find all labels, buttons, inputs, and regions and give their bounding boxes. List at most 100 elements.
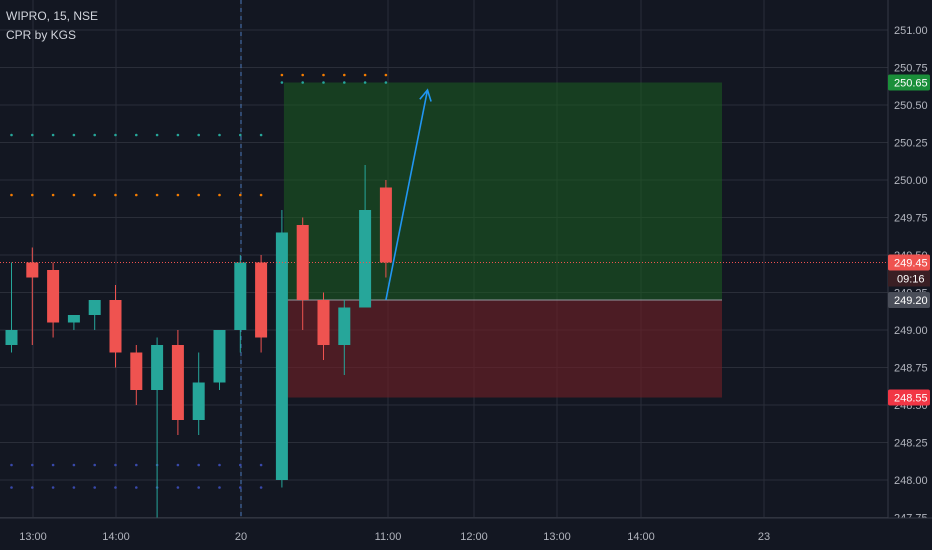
cpr-dot (280, 73, 284, 77)
price-tick-label: 248.75 (894, 363, 928, 375)
candle-body (47, 270, 60, 323)
cpr-dot (51, 193, 55, 197)
cpr-dot (301, 73, 305, 77)
cpr-levels (10, 73, 388, 489)
price-label-bg (888, 389, 930, 406)
trend-arrow-head (419, 88, 432, 102)
candle (109, 285, 122, 368)
cpr-dot (259, 193, 263, 197)
price-tick-label: 248.25 (894, 438, 928, 450)
price-tick-label: 250.00 (894, 175, 928, 187)
candle-body (130, 352, 143, 390)
cpr-dot (135, 133, 138, 137)
candle (379, 180, 392, 278)
cpr-dot (10, 193, 13, 197)
cpr-dot (51, 486, 55, 489)
cpr-dot (239, 133, 242, 137)
price-label-tag: 250.65 (888, 74, 930, 91)
candle-body (213, 330, 226, 383)
cpr-dot (197, 193, 200, 197)
cpr-dot (176, 193, 180, 197)
countdown-text: 09:16 (897, 274, 925, 286)
candle (255, 255, 268, 353)
cpr-dot (155, 193, 159, 197)
cpr-dot (10, 463, 13, 467)
time-axis[interactable]: 13:00 14:00 20 11:00 12:00 13:00 14:00 23 (0, 517, 932, 550)
candle-body (151, 345, 164, 390)
cpr-dot (31, 133, 34, 137)
cpr-dot (218, 133, 221, 137)
time-tick-label: 14:00 (102, 531, 130, 543)
price-tick-label: 251.00 (894, 25, 928, 37)
price-label-tag: 249.45 (888, 254, 930, 271)
price-tick-label: 250.75 (894, 63, 928, 75)
countdown-bg (888, 270, 930, 287)
cpr-dot (343, 81, 346, 84)
time-tick-label: 11:00 (375, 531, 402, 543)
time-tick-label: 20 (235, 531, 247, 543)
candle (213, 330, 226, 390)
cpr-dot (218, 486, 221, 489)
cpr-dot (176, 486, 180, 489)
cpr-dot (93, 193, 96, 197)
cpr-dot (135, 486, 138, 489)
candle (67, 315, 80, 330)
position-zones (283, 82, 722, 398)
cpr-dot (72, 133, 76, 137)
cpr-dot (259, 133, 263, 137)
candle (88, 300, 101, 330)
price-label-text: 249.20 (894, 295, 928, 307)
price-label-text: 250.65 (894, 78, 928, 90)
cpr-dot (93, 486, 96, 489)
candle-body (317, 300, 330, 345)
time-tick-label: 14:00 (627, 531, 655, 543)
cpr-dot (176, 133, 180, 137)
candle-body (26, 262, 39, 278)
cpr-dot (239, 486, 242, 489)
cpr-dot (197, 133, 200, 137)
cpr-dot (301, 81, 305, 84)
price-tick-label: 249.75 (894, 213, 928, 225)
cpr-dot (218, 193, 221, 197)
candle (338, 300, 351, 375)
cpr-dot (259, 486, 263, 489)
candle (234, 255, 247, 353)
time-tick-label: 23 (758, 531, 770, 543)
candle (317, 292, 330, 360)
cpr-dot (51, 463, 55, 467)
candle-body (109, 300, 122, 353)
cpr-dot (259, 463, 263, 467)
cpr-dot (176, 463, 180, 467)
cpr-dot (93, 463, 96, 467)
cpr-dot (72, 193, 76, 197)
candles (5, 165, 392, 518)
cpr-dot (197, 486, 200, 489)
candle (192, 352, 205, 435)
cpr-dot (135, 193, 138, 197)
price-label-text: 248.55 (894, 393, 928, 405)
candle (151, 337, 164, 518)
symbol-title: WIPRO, 15, NSE (6, 9, 99, 23)
candle-body (255, 262, 268, 338)
candle-body (234, 262, 247, 330)
time-tick-label: 13:00 (19, 531, 47, 543)
cpr-dot (114, 133, 117, 137)
price-label-text: 249.45 (894, 258, 928, 270)
target-zone (283, 82, 722, 300)
indicator-title[interactable]: CPR by KGS (6, 28, 77, 42)
cpr-dot (72, 463, 76, 467)
cpr-dot (31, 463, 34, 467)
candle (171, 330, 184, 435)
cpr-dot (72, 486, 76, 489)
cpr-dot (322, 81, 325, 84)
price-tick-label: 250.50 (894, 100, 928, 112)
price-axis[interactable]: 251.00 250.75 250.50 250.25 250.00 249.75 249.… (887, 0, 932, 550)
cpr-dot (155, 133, 159, 137)
cpr-dot (51, 133, 55, 137)
price-tick-label: 248.00 (894, 475, 928, 487)
trend-arrow-line (385, 89, 429, 301)
cpr-dot (114, 193, 117, 197)
cpr-dot (31, 486, 34, 489)
